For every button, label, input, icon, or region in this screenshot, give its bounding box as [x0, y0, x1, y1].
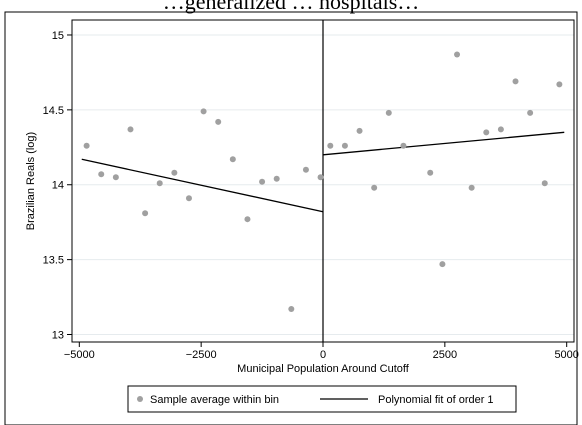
data-point-4 [142, 210, 149, 217]
y-tick-label-3: 14.5 [43, 105, 64, 117]
data-point-11 [244, 216, 251, 223]
data-point-1 [98, 171, 105, 178]
data-point-20 [371, 184, 378, 191]
data-point-28 [497, 126, 504, 133]
plot-area [71, 19, 575, 343]
chart-title-fragment: …generalized … hospitals… [163, 0, 420, 14]
fit-line-left [81, 158, 324, 213]
data-point-10 [229, 156, 236, 163]
data-point-31 [541, 180, 548, 187]
data-point-14 [288, 306, 295, 313]
x-axis: −5000 −2500 0 2500 5000 [64, 342, 579, 361]
data-points [83, 51, 563, 313]
data-point-8 [200, 108, 207, 115]
data-point-21 [385, 109, 392, 116]
data-point-3 [127, 126, 134, 133]
data-point-23 [427, 169, 434, 176]
x-axis-label: Municipal Population Around Cutoff [237, 363, 410, 375]
legend-marker-points [137, 396, 143, 402]
x-tick-label-1: −2500 [186, 349, 217, 361]
fit-lines [81, 131, 565, 213]
fit-line-right [322, 131, 565, 156]
x-tick-label-0: −5000 [64, 349, 95, 361]
y-axis-label: Brazilian Reals (log) [25, 132, 37, 230]
legend: Sample average within bin Polynomial fit… [127, 385, 517, 413]
outer-frame [4, 11, 578, 425]
data-point-26 [468, 184, 475, 191]
data-point-32 [556, 81, 563, 88]
data-point-17 [327, 142, 334, 149]
data-point-12 [259, 178, 266, 185]
data-point-7 [185, 195, 192, 202]
data-point-30 [527, 109, 534, 116]
y-tick-label-0: 13 [52, 330, 64, 342]
data-point-5 [156, 180, 163, 187]
data-point-16 [317, 174, 324, 181]
data-point-2 [112, 174, 119, 181]
y-tick-label-1: 13.5 [43, 255, 64, 267]
x-tick-label-4: 5000 [554, 349, 578, 361]
data-point-0 [83, 142, 90, 149]
data-point-18 [341, 142, 348, 149]
x-tick-label-2: 0 [320, 349, 326, 361]
data-point-24 [439, 261, 446, 268]
data-point-25 [454, 51, 461, 58]
data-point-6 [171, 169, 178, 176]
data-point-27 [483, 129, 490, 136]
x-tick-label-3: 2500 [433, 349, 457, 361]
legend-label-points: Sample average within bin [150, 394, 279, 406]
data-point-29 [512, 78, 519, 85]
legend-label-fit: Polynomial fit of order 1 [378, 394, 494, 406]
y-tick-label-2: 14 [52, 180, 64, 192]
data-point-9 [215, 118, 222, 125]
data-point-15 [302, 166, 309, 173]
data-point-19 [356, 127, 363, 134]
data-point-13 [273, 175, 280, 182]
y-tick-label-4: 15 [52, 30, 64, 42]
y-axis: 13 13.5 14 14.5 15 [43, 30, 72, 342]
data-point-22 [400, 142, 407, 149]
